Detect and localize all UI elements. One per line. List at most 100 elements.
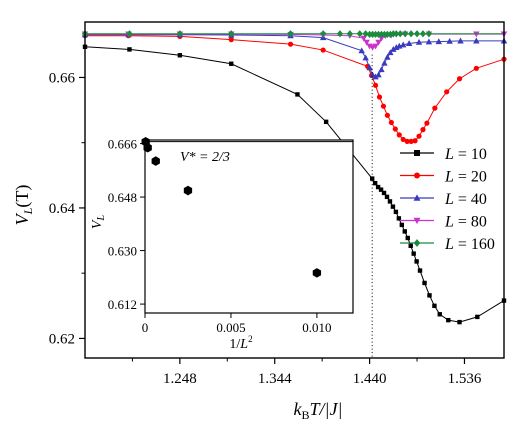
data-point bbox=[336, 30, 344, 38]
legend-label: L = 20 bbox=[444, 169, 487, 186]
data-point bbox=[396, 216, 402, 221]
data-point bbox=[381, 190, 387, 196]
legend-item: L = 20 bbox=[400, 169, 487, 186]
data-point bbox=[378, 187, 384, 192]
data-point bbox=[408, 138, 414, 144]
data-point bbox=[323, 119, 329, 125]
data-point bbox=[399, 41, 407, 48]
legend-swatch-marker bbox=[414, 172, 420, 179]
data-point bbox=[362, 30, 369, 38]
data-point bbox=[369, 176, 375, 181]
data-point bbox=[473, 65, 479, 71]
data-point bbox=[346, 30, 353, 38]
data-point bbox=[375, 184, 381, 190]
main-plot-frame bbox=[84, 21, 505, 359]
data-point bbox=[358, 47, 365, 54]
data-point bbox=[387, 199, 393, 204]
data-point bbox=[435, 38, 442, 45]
y-tick-label: 0.62 bbox=[49, 331, 75, 347]
data-point bbox=[399, 222, 405, 228]
data-point bbox=[372, 73, 379, 80]
legend-swatch-marker bbox=[413, 194, 421, 201]
data-point bbox=[176, 30, 183, 38]
data-point bbox=[405, 40, 413, 47]
legend-item: L = 40 bbox=[400, 191, 487, 208]
main-x-axis-ticks: 1.248 1.344 1.440 1.536 bbox=[131, 358, 482, 387]
data-point bbox=[457, 37, 464, 44]
data-point bbox=[473, 31, 480, 38]
data-point bbox=[444, 89, 450, 95]
x-tick-label: 1.248 bbox=[163, 371, 197, 387]
data-point bbox=[356, 30, 363, 38]
data-point bbox=[390, 204, 396, 209]
data-point bbox=[375, 39, 382, 46]
data-point bbox=[375, 71, 382, 78]
main-y-axis-ticks: 0.62 0.64 0.66 bbox=[49, 70, 85, 347]
data-point bbox=[408, 30, 415, 38]
data-point bbox=[424, 120, 430, 126]
inset-annotation: V* = 2/3 bbox=[180, 150, 230, 165]
data-point bbox=[437, 312, 442, 317]
data-point bbox=[416, 133, 422, 139]
legend-swatch-marker bbox=[414, 150, 420, 156]
inset-x-tick-label: 0.010 bbox=[302, 320, 331, 335]
data-point bbox=[228, 30, 235, 38]
x-tick-label: 1.440 bbox=[353, 371, 387, 387]
main-chart: 1.248 1.344 1.440 1.536 0.62 0.64 0.66 kBT/|J… bbox=[12, 21, 508, 422]
y-tick-label: 0.64 bbox=[49, 201, 76, 217]
main-x-axis-label: kBT/|J| bbox=[294, 399, 343, 422]
data-point bbox=[402, 30, 409, 38]
inset-y-tick-label: 0.630 bbox=[108, 244, 137, 259]
data-point bbox=[446, 317, 451, 323]
data-point bbox=[396, 132, 402, 138]
inset-y-axis-label: VL bbox=[90, 215, 107, 230]
data-point bbox=[177, 53, 183, 58]
series-20 bbox=[82, 33, 507, 144]
data-point bbox=[412, 138, 418, 144]
data-point bbox=[408, 243, 413, 248]
inset-x-axis-ticks: 0 0.005 0.010 bbox=[142, 313, 332, 335]
data-point bbox=[473, 37, 480, 44]
data-point bbox=[404, 138, 410, 144]
data-point bbox=[380, 103, 387, 109]
data-point bbox=[372, 43, 379, 50]
legend: L = 10 L = 20 L = 40 L = 80 L = 160 bbox=[400, 146, 495, 253]
data-point bbox=[390, 46, 397, 52]
data-point bbox=[427, 293, 432, 298]
data-point bbox=[320, 30, 327, 38]
data-point bbox=[287, 41, 294, 47]
legend-item: L = 10 bbox=[400, 146, 487, 163]
data-point bbox=[366, 64, 373, 71]
data-point bbox=[411, 251, 416, 256]
inset-y-tick-label: 0.612 bbox=[108, 297, 137, 312]
legend-label: L = 40 bbox=[444, 191, 487, 208]
data-point bbox=[362, 54, 369, 61]
data-point bbox=[384, 53, 391, 60]
data-point bbox=[388, 119, 394, 126]
data-point bbox=[397, 30, 404, 38]
data-point bbox=[295, 92, 300, 97]
data-point bbox=[228, 37, 234, 43]
inset-y-axis-ticks: 0.612 0.630 0.648 0.666 bbox=[108, 137, 145, 312]
series-160 bbox=[81, 30, 504, 39]
data-point bbox=[387, 49, 394, 56]
data-point bbox=[372, 180, 378, 186]
inset-x-tick-label: 0 bbox=[142, 320, 149, 335]
data-point bbox=[457, 319, 462, 325]
legend-swatch-marker bbox=[413, 239, 421, 247]
inset-chart: 0 0.005 0.010 0.612 0.630 0.648 0.666 V* = 2/… bbox=[90, 136, 354, 352]
data-point bbox=[384, 112, 390, 118]
data-point bbox=[456, 76, 463, 82]
inset-y-tick-label: 0.666 bbox=[108, 137, 138, 152]
data-point bbox=[320, 47, 326, 53]
inset-points-layer bbox=[141, 136, 322, 278]
data-point bbox=[432, 105, 438, 111]
data-point bbox=[413, 30, 421, 38]
data-point bbox=[376, 94, 383, 100]
data-point bbox=[378, 66, 385, 73]
data-point bbox=[363, 39, 370, 46]
data-point bbox=[287, 30, 294, 38]
inset-data-point bbox=[151, 156, 160, 166]
legend-label: L = 10 bbox=[444, 146, 487, 163]
data-point bbox=[415, 38, 423, 45]
